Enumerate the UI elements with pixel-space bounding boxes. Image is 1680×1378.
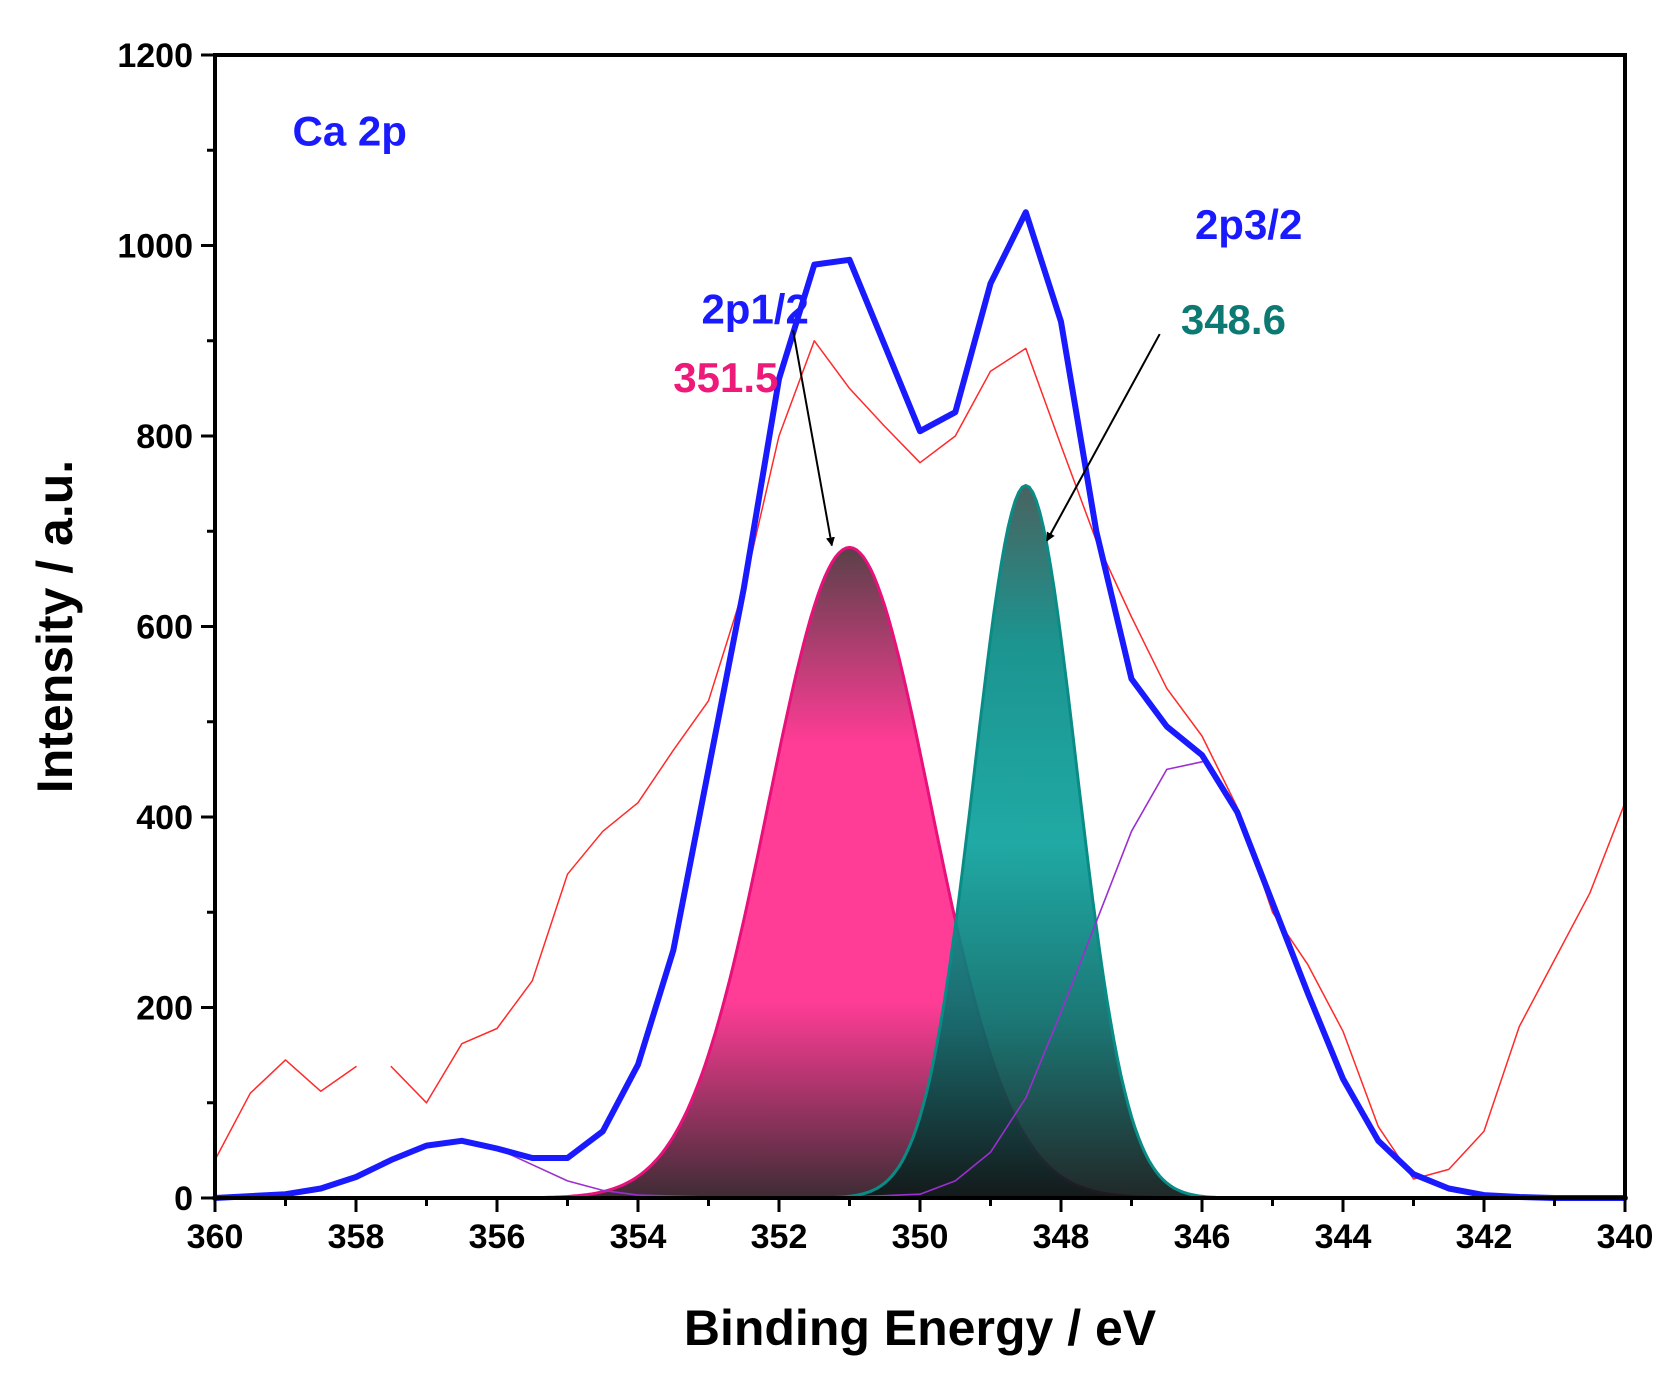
x-tick-label: 358 bbox=[328, 1218, 385, 1256]
x-tick-label: 344 bbox=[1315, 1218, 1372, 1256]
x-tick-label: 342 bbox=[1456, 1218, 1513, 1256]
axis-ticks: 360 358 356 354 352 350 348 346 344 342 340 0 200 400… bbox=[117, 37, 1653, 1256]
y-tick-label: 1200 bbox=[117, 37, 193, 75]
envelope-line bbox=[212, 209, 1628, 1201]
annotation-p1-name: 2p1/2 bbox=[701, 286, 808, 333]
x-tick-label: 350 bbox=[892, 1218, 949, 1256]
x-tick-label: 356 bbox=[469, 1218, 526, 1256]
arrow-p2 bbox=[1046, 333, 1161, 542]
annotation-p1-value: 351.5 bbox=[673, 354, 778, 401]
x-tick-label: 340 bbox=[1597, 1218, 1654, 1256]
plot-area bbox=[212, 209, 1628, 1201]
y-axis-title: Intensity / a.u. bbox=[27, 460, 83, 793]
y-tick-label: 400 bbox=[136, 799, 193, 837]
annotations: Ca 2p 2p1/2 351.5 2p3/2 348.6 bbox=[293, 107, 1302, 547]
annotation-title: Ca 2p bbox=[293, 107, 407, 154]
annotation-p2-value: 348.6 bbox=[1181, 296, 1286, 343]
y-tick-label: 1000 bbox=[117, 228, 193, 266]
y-tick-label: 800 bbox=[136, 418, 193, 456]
background-line bbox=[461, 761, 1203, 1198]
annotation-p2-name: 2p3/2 bbox=[1195, 201, 1302, 248]
y-tick-label: 600 bbox=[136, 609, 193, 647]
x-tick-label: 348 bbox=[1033, 1218, 1090, 1256]
x-axis-title: Binding Energy / eV bbox=[684, 1300, 1157, 1356]
arrow-p1 bbox=[792, 330, 835, 547]
x-tick-label: 352 bbox=[751, 1218, 808, 1256]
x-tick-label: 360 bbox=[187, 1218, 244, 1256]
x-tick-label: 346 bbox=[1174, 1218, 1231, 1256]
y-tick-label: 0 bbox=[174, 1180, 193, 1218]
y-tick-label: 200 bbox=[136, 990, 193, 1028]
x-tick-label: 354 bbox=[610, 1218, 667, 1256]
